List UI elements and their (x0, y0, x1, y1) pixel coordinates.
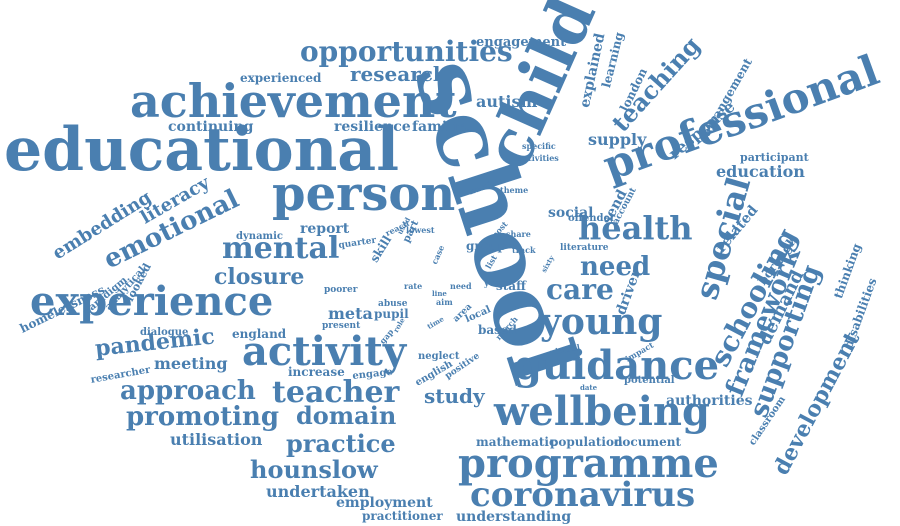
cloud-word-study: study (424, 384, 485, 408)
cloud-word-practice: practice (286, 429, 396, 458)
cloud-word-domain: domain (296, 401, 397, 430)
cloud-word-person: person (272, 166, 456, 222)
cloud-word-authorities: authorities (666, 393, 753, 409)
cloud-word-dynamic: dynamic (236, 231, 284, 242)
cloud-word-neglect: neglect (418, 351, 460, 362)
cloud-word-document: document (614, 435, 682, 449)
cloud-word-activities: activities (518, 153, 559, 163)
cloud-word-understanding: understanding (456, 509, 572, 525)
cloud-word-theme: theme (500, 185, 529, 195)
cloud-word-track: track (512, 245, 536, 255)
cloud-word-autism: autism (476, 92, 538, 111)
cloud-word-guidance: guidance (514, 342, 720, 389)
cloud-word-abuse: abuse (378, 299, 408, 309)
cloud-word-care: care (546, 273, 614, 306)
cloud-word-based: based (478, 323, 517, 337)
cloud-word-undertaken: undertaken (266, 482, 370, 501)
cloud-word-approach: approach (120, 376, 256, 406)
cloud-word-promoting: promoting (126, 402, 280, 432)
cloud-word-potential: potential (624, 375, 675, 386)
cloud-word-continuing: continuing (168, 119, 254, 135)
cloud-word-resilience: resilience (334, 119, 411, 135)
cloud-word-utilisation: utilisation (170, 430, 263, 449)
cloud-word-case: case (429, 243, 447, 266)
cloud-word-year: year (484, 279, 506, 289)
cloud-word-education: education (716, 162, 805, 181)
cloud-word-wellbeing: wellbeing (494, 388, 710, 435)
cloud-word-employment: employment (336, 495, 433, 511)
cloud-word-dialogue: dialogue (140, 327, 189, 338)
cloud-word-aim: aim (436, 297, 453, 307)
cloud-word-mental: mental (222, 231, 340, 266)
cloud-word-research: research (350, 62, 448, 86)
cloud-word-supply: supply (588, 130, 647, 149)
cloud-word-meta: meta (328, 304, 373, 323)
cloud-word-staff: staff (496, 279, 526, 293)
cloud-word-line: line (432, 289, 447, 298)
cloud-word-increase: increase (288, 365, 345, 379)
cloud-word-educational: educational (4, 115, 399, 185)
cloud-word-poorer: poorer (324, 285, 358, 295)
cloud-word-coronavirus: coronavirus (470, 475, 696, 515)
cloud-word-time: time (425, 314, 446, 331)
cloud-word-present: present (322, 321, 361, 331)
cloud-word-offender: offender (568, 213, 616, 224)
cloud-word-pupil: pupil (374, 307, 409, 321)
cloud-word-teacher: teacher (272, 375, 400, 410)
cloud-word-england: england (232, 327, 287, 341)
cloud-word-mathematic: mathematic (476, 435, 557, 449)
cloud-word-opportunities: opportunities (300, 35, 513, 68)
cloud-word-practitioner: practitioner (362, 509, 443, 523)
cloud-word-lowest: lowest (406, 225, 435, 235)
cloud-word-participant: participant (740, 151, 809, 164)
cloud-word-rate: rate (404, 281, 423, 291)
cloud-word-literature: literature (560, 243, 609, 253)
cloud-word-group: group (466, 239, 506, 253)
cloud-word-hounslow: hounslow (250, 455, 378, 484)
cloud-word-young: young (540, 301, 663, 343)
cloud-word-experience: experience (30, 278, 274, 325)
cloud-word-health: health (578, 209, 693, 247)
cloud-word-meeting: meeting (154, 354, 228, 373)
cloud-word-need: need (580, 252, 651, 282)
cloud-word-families: families (412, 119, 475, 135)
cloud-word-achievement: achievement (130, 74, 457, 128)
cloud-word-date: date (580, 383, 598, 392)
cloud-word-activity: activity (242, 328, 407, 375)
cloud-word-closure: closure (214, 264, 305, 290)
cloud-word-report: report (300, 221, 350, 237)
cloud-word-share: share (506, 229, 531, 239)
cloud-word-experienced: experienced (240, 71, 322, 85)
cloud-word-programme: programme (458, 440, 719, 487)
cloud-word-population: population (550, 435, 623, 449)
cloud-word-need: need (450, 281, 472, 291)
cloud-word-specific: specific (522, 141, 556, 151)
cloud-word-social: social (548, 205, 594, 221)
cloud-word-engagement: engagement (476, 35, 567, 50)
cloud-word-thinking: thinking (831, 241, 864, 301)
